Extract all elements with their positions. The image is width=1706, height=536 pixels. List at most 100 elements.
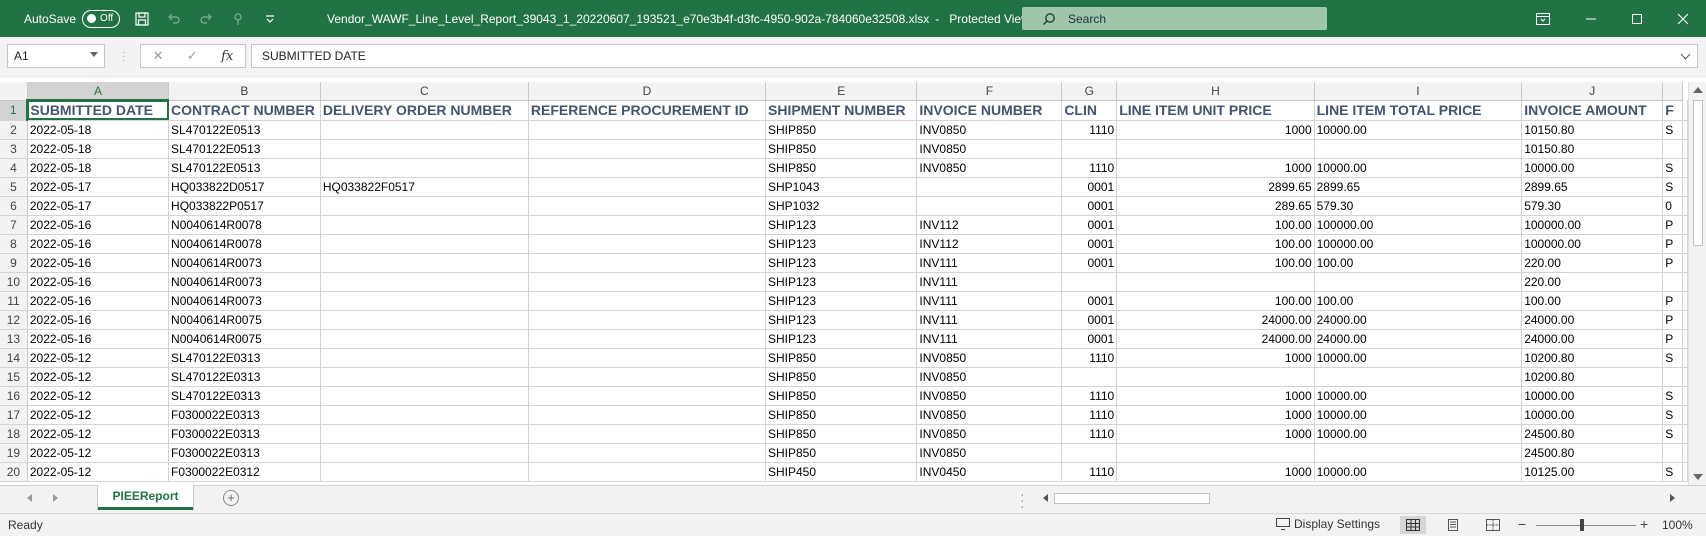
grid-cell[interactable] [1682, 367, 1688, 387]
grid-cell[interactable]: 2022-05-16 [27, 234, 170, 254]
grid-cell[interactable]: 1000 [1116, 120, 1315, 140]
tab-split-handle[interactable]: · · · [1020, 486, 1025, 514]
grid-cell[interactable]: SHIP123 [765, 234, 918, 254]
grid-cell[interactable]: 10000.00 [1314, 120, 1523, 140]
chevron-down-icon[interactable] [90, 52, 98, 57]
grid-cell[interactable]: S [1662, 462, 1683, 482]
autosave-control[interactable]: AutoSave Off [24, 0, 121, 37]
vertical-scrollbar[interactable] [1688, 82, 1706, 485]
grid-cell[interactable] [1682, 120, 1688, 140]
grid-cell[interactable]: 2022-05-17 [27, 177, 170, 197]
grid-cell[interactable]: 2022-05-16 [27, 291, 170, 311]
grid-cell[interactable] [320, 291, 529, 311]
grid-cell[interactable]: INV112 [916, 234, 1063, 254]
grid-cell[interactable] [528, 443, 767, 463]
grid-cell[interactable]: 10200.80 [1521, 348, 1664, 368]
grid-cell[interactable]: 10150.80 [1521, 139, 1664, 159]
row-header[interactable]: 11 [0, 291, 28, 311]
zoom-slider-thumb[interactable] [1580, 519, 1584, 531]
scroll-up-icon[interactable] [1693, 87, 1703, 93]
grid-cell[interactable] [528, 310, 767, 330]
grid-cell[interactable] [1662, 272, 1683, 292]
grid-cell[interactable] [528, 215, 767, 235]
grid-cell[interactable]: INV0850 [916, 367, 1063, 387]
grid-cell[interactable]: P [1662, 291, 1683, 311]
grid-cell[interactable]: P [1662, 234, 1683, 254]
zoom-in-icon[interactable]: + [1640, 516, 1649, 532]
grid-cell[interactable]: INV0450 [916, 462, 1063, 482]
grid-cell[interactable]: S [1662, 386, 1683, 406]
grid-cell[interactable] [320, 158, 529, 178]
grid-cell[interactable] [528, 158, 767, 178]
grid-cell[interactable]: 100.00 [1314, 253, 1523, 273]
grid-cell[interactable]: 1110 [1061, 348, 1118, 368]
row-header[interactable]: 10 [0, 272, 28, 292]
grid-cell[interactable]: SHIP123 [765, 291, 918, 311]
grid-cell[interactable]: 24000.00 [1521, 329, 1664, 349]
grid-cell[interactable]: INV111 [916, 310, 1063, 330]
row-header[interactable]: 5 [0, 177, 28, 197]
grid-cell[interactable]: 24000.00 [1521, 310, 1664, 330]
header-cell[interactable]: INVOICE NUMBER [916, 100, 1063, 121]
grid-cell[interactable]: 100.00 [1116, 234, 1315, 254]
undo-icon[interactable] [166, 11, 182, 27]
grid-cell[interactable]: INV0850 [916, 424, 1063, 444]
grid-cell[interactable]: 2022-05-18 [27, 139, 170, 159]
grid-cell[interactable] [1662, 139, 1683, 159]
grid-cell[interactable]: SL470122E0513 [168, 139, 321, 159]
grid-cell[interactable]: SHIP123 [765, 272, 918, 292]
grid-cell[interactable]: 10000.00 [1314, 405, 1523, 425]
header-cell[interactable]: F [1662, 100, 1683, 121]
grid-cell[interactable] [1682, 177, 1688, 197]
grid-cell[interactable]: 220.00 [1521, 272, 1664, 292]
header-cell[interactable]: SUBMITTED DATE [27, 100, 170, 121]
grid-cell[interactable] [320, 367, 529, 387]
grid-cell[interactable] [1682, 215, 1688, 235]
grid-cell[interactable] [916, 177, 1063, 197]
grid-cell[interactable]: 100000.00 [1314, 215, 1523, 235]
grid-cell[interactable]: 2899.65 [1314, 177, 1523, 197]
column-header[interactable]: C [320, 82, 529, 101]
grid-cell[interactable]: S [1662, 177, 1683, 197]
grid-cell[interactable] [1116, 367, 1315, 387]
more-options-icon[interactable]: · · · [122, 47, 126, 66]
grid-cell[interactable]: SHIP850 [765, 367, 918, 387]
grid-cell[interactable]: 10000.00 [1314, 386, 1523, 406]
sheet-tab-pieereport[interactable]: PIEEReport [98, 485, 193, 510]
row-header[interactable]: 15 [0, 367, 28, 387]
grid-cell[interactable] [1682, 348, 1688, 368]
header-cell[interactable]: LINE ITEM UNIT PRICE [1116, 100, 1315, 121]
grid-cell[interactable]: 0001 [1061, 234, 1118, 254]
grid-cell[interactable]: 0001 [1061, 196, 1118, 216]
row-header[interactable]: 6 [0, 196, 28, 216]
header-cell[interactable]: CONTRACT NUMBER [168, 100, 321, 121]
row-header[interactable]: 20 [0, 462, 28, 482]
grid-cell[interactable]: SHIP850 [765, 405, 918, 425]
page-layout-view-button[interactable] [1440, 516, 1466, 534]
grid-cell[interactable] [320, 462, 529, 482]
column-header[interactable]: I [1314, 82, 1523, 101]
scroll-thumb[interactable] [1693, 100, 1703, 246]
grid-cell[interactable]: 100.00 [1116, 215, 1315, 235]
grid-cell[interactable]: 1000 [1116, 405, 1315, 425]
column-header[interactable]: B [168, 82, 321, 101]
grid-cell[interactable]: INV111 [916, 253, 1063, 273]
cancel-icon[interactable]: ✕ [152, 48, 164, 63]
grid-cell[interactable] [1682, 272, 1688, 292]
search-box[interactable] [1022, 7, 1327, 30]
grid-cell[interactable] [320, 405, 529, 425]
column-header[interactable] [1662, 82, 1683, 101]
grid-cell[interactable]: 10000.00 [1521, 405, 1664, 425]
enter-icon[interactable]: ✓ [186, 48, 198, 63]
grid-cell[interactable]: 100.00 [1116, 291, 1315, 311]
grid-cell[interactable]: P [1662, 329, 1683, 349]
grid-cell[interactable] [1116, 272, 1315, 292]
grid-cell[interactable]: 1110 [1061, 120, 1118, 140]
display-settings-button[interactable]: Display Settings [1276, 517, 1380, 531]
grid-cell[interactable]: 1000 [1116, 158, 1315, 178]
grid-cell[interactable]: 10000.00 [1521, 158, 1664, 178]
row-header[interactable]: 13 [0, 329, 28, 349]
grid-cell[interactable] [528, 234, 767, 254]
grid-cell[interactable] [1682, 443, 1688, 463]
grid-cell[interactable] [320, 329, 529, 349]
